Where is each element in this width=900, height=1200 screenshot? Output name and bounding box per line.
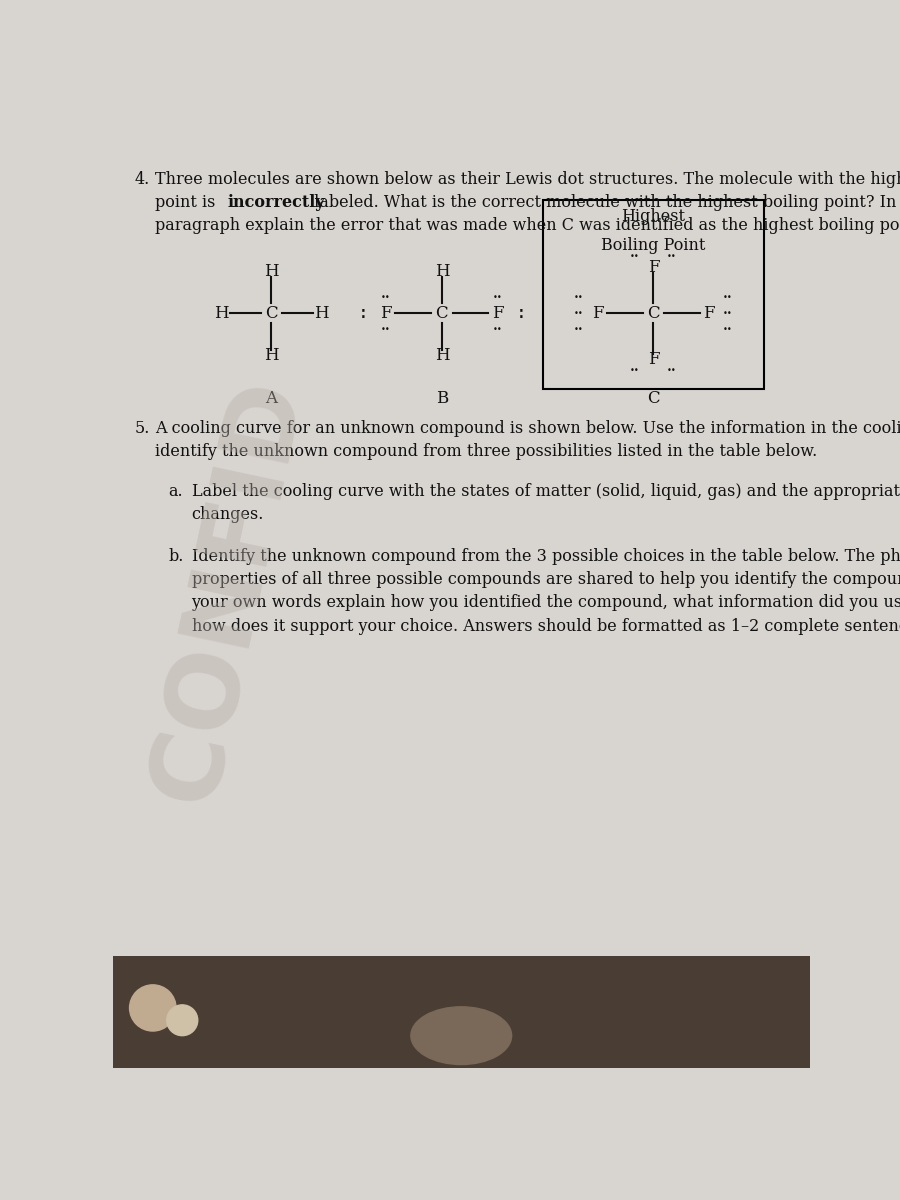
- Text: Label the cooling curve with the states of matter (solid, liquid, gas) and the a: Label the cooling curve with the states …: [192, 482, 900, 499]
- Text: H: H: [435, 347, 449, 365]
- Text: ••: ••: [723, 308, 733, 318]
- Text: your own words explain how you identified the compound, what information did you: your own words explain how you identifie…: [192, 594, 900, 612]
- Text: :: :: [357, 305, 368, 323]
- Text: properties of all three possible compounds are shared to help you identify the c: properties of all three possible compoun…: [192, 571, 900, 588]
- Text: labeled. What is the correct molecule with the highest boiling point? In a short: labeled. What is the correct molecule wi…: [309, 194, 900, 211]
- Text: ••: ••: [493, 325, 502, 334]
- Ellipse shape: [411, 1007, 511, 1064]
- Text: H: H: [435, 263, 449, 280]
- Text: F: F: [592, 305, 604, 322]
- Text: Identify the unknown compound from the 3 possible choices in the table below. Th: Identify the unknown compound from the 3…: [192, 548, 900, 565]
- Text: b.: b.: [168, 548, 184, 565]
- Text: ••: ••: [723, 293, 733, 301]
- Bar: [112, 956, 810, 1068]
- Text: C: C: [266, 305, 278, 322]
- Text: H: H: [314, 305, 329, 322]
- Text: ••: ••: [630, 252, 640, 260]
- Text: identify the unknown compound from three possibilities listed in the table below: identify the unknown compound from three…: [155, 443, 817, 460]
- Text: 4.: 4.: [134, 170, 149, 188]
- Text: ••: ••: [667, 252, 677, 260]
- Text: Boiling Point: Boiling Point: [601, 238, 706, 254]
- Text: CONFID: CONFID: [137, 370, 321, 811]
- Circle shape: [130, 985, 176, 1031]
- Circle shape: [166, 1004, 198, 1036]
- Text: changes.: changes.: [192, 506, 264, 523]
- Text: ••: ••: [382, 325, 391, 334]
- Text: H: H: [264, 347, 279, 365]
- Text: H: H: [264, 263, 279, 280]
- Text: incorrectly: incorrectly: [228, 194, 326, 211]
- Text: F: F: [648, 352, 660, 368]
- Text: F: F: [492, 305, 503, 322]
- Text: F: F: [704, 305, 716, 322]
- Text: H: H: [213, 305, 229, 322]
- Text: point is: point is: [155, 194, 220, 211]
- Text: F: F: [648, 259, 660, 276]
- Text: ••: ••: [574, 325, 584, 334]
- Text: :: :: [516, 305, 526, 323]
- Text: paragraph explain the error that was made when C was identified as the highest b: paragraph explain the error that was mad…: [155, 217, 900, 234]
- Text: ••: ••: [630, 366, 640, 374]
- Text: ••: ••: [382, 293, 391, 301]
- Text: C: C: [647, 305, 660, 322]
- Text: ••: ••: [574, 293, 584, 301]
- Text: ••: ••: [667, 366, 677, 374]
- Text: Three molecules are shown below as their Lewis dot structures. The molecule with: Three molecules are shown below as their…: [155, 170, 900, 188]
- Text: how does it support your choice. Answers should be formatted as 1–2 complete sen: how does it support your choice. Answers…: [192, 618, 900, 635]
- Text: a.: a.: [168, 482, 183, 499]
- Text: C: C: [436, 305, 448, 322]
- Text: ••: ••: [493, 293, 502, 301]
- Text: C: C: [647, 390, 660, 407]
- Text: F: F: [381, 305, 392, 322]
- Text: A cooling curve for an unknown compound is shown below. Use the information in t: A cooling curve for an unknown compound …: [155, 420, 900, 437]
- Text: 5.: 5.: [134, 420, 149, 437]
- Text: ••: ••: [723, 325, 733, 334]
- Text: Highest: Highest: [621, 208, 685, 224]
- Text: A: A: [266, 390, 277, 407]
- Text: B: B: [436, 390, 448, 407]
- Text: ••: ••: [574, 308, 584, 318]
